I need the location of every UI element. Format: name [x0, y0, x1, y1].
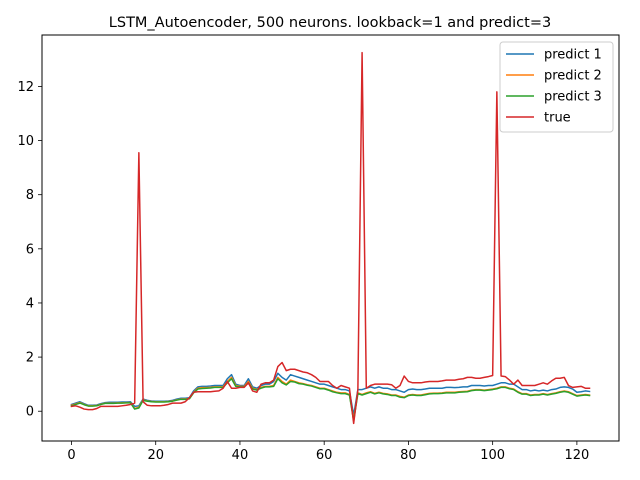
x-tick-label: 40 — [232, 448, 249, 463]
y-tick-label: 4 — [26, 296, 34, 311]
legend: predict 1 predict 2 predict 3 true — [499, 41, 614, 133]
series-line-true — [70, 51, 591, 425]
chart-title: LSTM_Autoencoder, 500 neurons. lookback=… — [109, 15, 551, 31]
series-line-predict-3 — [70, 378, 591, 422]
legend-label: true — [544, 111, 571, 126]
legend-frame — [499, 41, 614, 133]
legend-label: predict 3 — [544, 90, 602, 105]
x-axis: 0 20 40 60 80 100 120 — [67, 441, 589, 463]
x-tick-label: 60 — [316, 448, 333, 463]
x-tick-label: 120 — [564, 448, 589, 463]
y-tick-label: 2 — [26, 351, 34, 366]
y-axis: 0 2 4 6 8 10 12 — [17, 80, 42, 420]
x-tick-label: 0 — [67, 448, 75, 463]
y-tick-label: 12 — [17, 80, 34, 95]
x-tick-label: 100 — [480, 448, 505, 463]
y-tick-label: 10 — [17, 134, 34, 149]
x-tick-label: 20 — [147, 448, 164, 463]
series-layer — [70, 51, 591, 425]
legend-label: predict 2 — [544, 69, 602, 84]
y-tick-label: 8 — [26, 188, 34, 203]
y-tick-label: 0 — [26, 405, 34, 420]
legend-label: predict 1 — [544, 48, 602, 63]
y-tick-label: 6 — [26, 242, 34, 257]
x-tick-label: 80 — [400, 448, 417, 463]
plot-area-frame — [41, 34, 620, 442]
